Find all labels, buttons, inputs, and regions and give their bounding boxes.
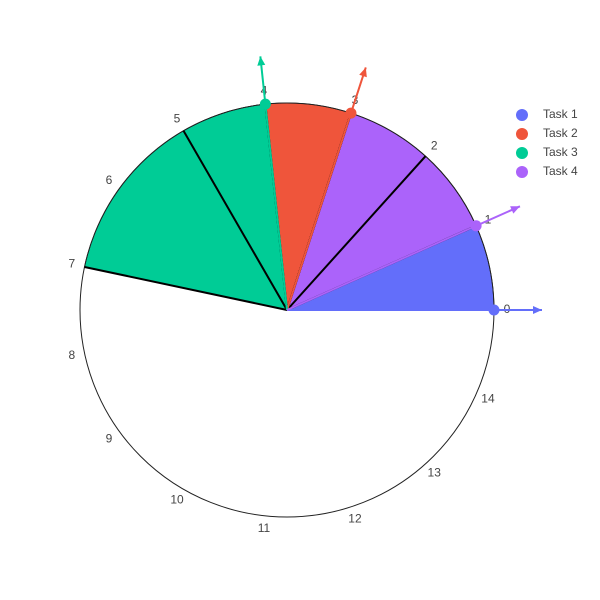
task-marker-1[interactable] (488, 304, 500, 316)
task-sectors (84, 102, 495, 311)
angular-tick-label: 5 (174, 112, 181, 126)
task-arrow-head-2 (359, 67, 367, 78)
sector-border-2-end (182, 130, 288, 311)
angular-tick-label: 7 (68, 256, 75, 270)
legend-label: Task 3 (543, 145, 578, 159)
angular-tick-label: 11 (258, 521, 271, 535)
task-arrow-line-4 (286, 205, 521, 311)
legend-label: Task 4 (543, 164, 578, 178)
task-arrow-head-1 (533, 306, 542, 314)
task-marker-4[interactable] (470, 220, 482, 232)
legend-marker (516, 166, 528, 178)
angular-tick-label: 9 (106, 431, 113, 445)
sector-border-3-end (84, 265, 288, 311)
legend-marker (516, 147, 528, 159)
task-arrow-line-2 (286, 67, 367, 311)
angular-tick-label: 2 (431, 139, 438, 153)
legend-marker (516, 109, 528, 121)
legend-item-2[interactable]: Task 2 (516, 126, 578, 140)
angular-tick-label: 12 (348, 511, 362, 525)
legend-item-3[interactable]: Task 3 (516, 145, 578, 159)
legend-marker (516, 128, 528, 140)
task-arrows (257, 56, 542, 316)
angular-tick-label: 13 (428, 466, 442, 480)
task-arrow-head-4 (510, 206, 520, 214)
angular-tick-label: 10 (170, 493, 184, 507)
legend-label: Task 1 (543, 107, 578, 121)
legend-item-1[interactable]: Task 1 (516, 107, 578, 121)
angular-tick-label: 8 (68, 348, 75, 362)
angular-tick-label: 14 (481, 392, 495, 406)
sector-border-1-end (286, 155, 427, 311)
task-marker-2[interactable] (345, 107, 357, 119)
legend-label: Task 2 (543, 126, 578, 140)
task-arrow-head-3 (257, 56, 266, 66)
legend-item-4[interactable]: Task 4 (516, 164, 578, 178)
task-marker-3[interactable] (259, 98, 271, 110)
legend[interactable]: Task 1 Task 2 Task 3 Task 4 (516, 107, 578, 178)
angular-tick-label: 6 (106, 173, 113, 187)
